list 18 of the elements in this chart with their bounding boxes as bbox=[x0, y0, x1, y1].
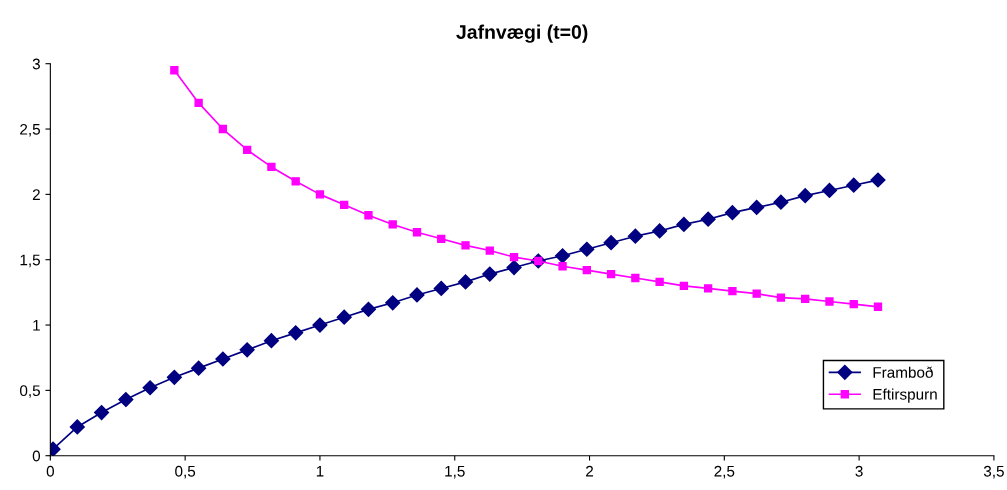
y-tick-label: 1,5 bbox=[20, 254, 40, 268]
x-tick-label: 1,5 bbox=[445, 465, 465, 479]
y-tick-label: 0 bbox=[32, 450, 41, 462]
y-tick-label: 0,5 bbox=[19, 385, 40, 398]
legend-label: Eftirspurn bbox=[873, 388, 937, 403]
y-tick-label: 2,5 bbox=[20, 123, 40, 137]
y-tick-label: 1 bbox=[33, 320, 40, 331]
legend-label: Framboð bbox=[873, 366, 933, 378]
y-tick-label: 2 bbox=[32, 189, 40, 200]
x-tick-label: 3,5 bbox=[983, 465, 1004, 479]
x-tick-label: 2,5 bbox=[714, 465, 735, 479]
x-tick-label: 3 bbox=[855, 465, 863, 477]
x-tick-label: 0 bbox=[46, 465, 54, 477]
x-tick-label: 2 bbox=[586, 465, 594, 477]
x-tick-label: 0,5 bbox=[175, 465, 196, 479]
y-tick-label: 3 bbox=[32, 58, 40, 70]
x-tick-label: 1 bbox=[316, 465, 324, 477]
chart-title: Jafnvægi (t=0) bbox=[456, 24, 588, 43]
